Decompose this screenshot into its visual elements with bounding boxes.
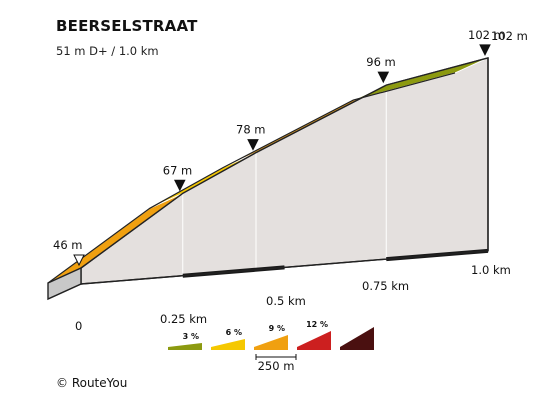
elevation-marker: [173, 179, 186, 192]
elevation-label: 102 m: [468, 28, 505, 42]
elevation-marker: [377, 71, 390, 84]
x-tick-label: 1.0 km: [471, 263, 511, 277]
legend-swatch-3-6: [211, 339, 245, 350]
elevation-marker: [479, 44, 491, 57]
legend-label: 12 %: [306, 320, 328, 329]
elevation-summary: 51 m D+ / 1.0 km: [56, 44, 159, 58]
chart-title: BEERSELSTRAAT: [56, 17, 198, 35]
elevation-label: 96 m: [366, 55, 396, 69]
legend-label: 3 %: [183, 332, 199, 341]
x-tick-label: 0.5 km: [266, 294, 306, 308]
x-tick-label: 0.25 km: [160, 312, 207, 326]
legend-swatch-6-9: [254, 335, 288, 350]
x-tick-label: 0.75 km: [362, 279, 409, 293]
legend-label: 9 %: [269, 324, 285, 333]
elevation-label: 46 m: [53, 238, 83, 252]
legend-swatch-0-3: [168, 343, 202, 350]
elevation-marker: [73, 254, 85, 267]
legend-label: 6 %: [226, 328, 242, 337]
legend-swatch-12+: [340, 327, 374, 350]
elevation-label: 78 m: [236, 123, 266, 137]
profile-wall-face: [80, 56, 489, 285]
scale-label: 250 m: [258, 359, 295, 373]
profile-front-edge: [47, 72, 456, 284]
profile-back-edge: [80, 57, 489, 269]
legend-swatch-9-12: [297, 331, 331, 350]
routeyou-credit: © RouteYou: [56, 376, 128, 390]
elevation-marker: [247, 139, 259, 151]
end-elevation-label: 102 m: [491, 29, 528, 43]
x-tick-label: 0: [75, 319, 82, 333]
elevation-label: 67 m: [163, 163, 193, 177]
profile-base-line: [80, 250, 489, 285]
